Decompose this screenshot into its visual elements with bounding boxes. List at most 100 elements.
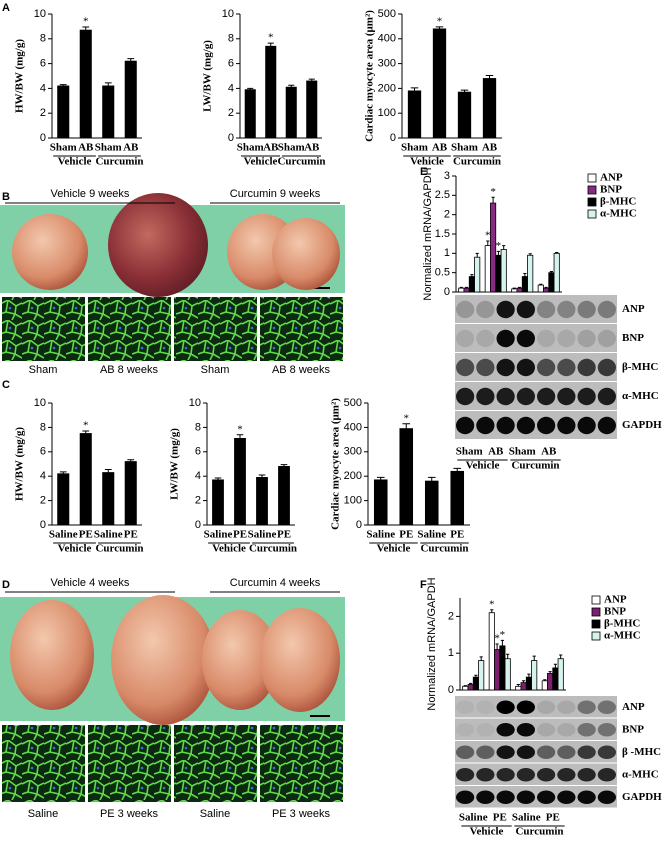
blot-band (557, 723, 576, 737)
x-tick-label: AB (482, 142, 498, 154)
blot-row (455, 295, 617, 323)
error-bar (486, 240, 490, 246)
error-bar (104, 82, 112, 86)
blot-band (557, 768, 576, 782)
bar (494, 649, 501, 691)
error-bar (474, 674, 478, 678)
blot-band (516, 790, 535, 804)
y-tick-label: 0 (356, 519, 362, 531)
photo-header: Vehicle 9 weeks (51, 188, 130, 200)
blot-band (476, 790, 495, 804)
error-bar (459, 286, 463, 289)
micrograph (260, 725, 343, 802)
x-tick-label: PE (277, 529, 291, 541)
bar (124, 60, 137, 139)
error-bar (460, 89, 469, 93)
error-bar (539, 283, 543, 286)
heart-image (272, 218, 340, 290)
blot-band (577, 387, 596, 406)
blot-band (577, 745, 596, 759)
blot-band (456, 300, 475, 319)
bar (79, 433, 92, 526)
error-bar (502, 245, 506, 250)
y-tick-label: 2 (228, 107, 234, 119)
blot-band (597, 329, 616, 348)
legend-label: α-MHC (600, 208, 637, 220)
legend-swatch (591, 631, 601, 641)
x-tick-label: PE (493, 812, 507, 824)
blot-band (557, 700, 576, 714)
group-label: Curcumin (95, 543, 143, 555)
error-bar (267, 42, 274, 47)
y-tick-label: 6 (40, 446, 46, 458)
bar (457, 91, 472, 139)
y-tick-label: 8 (195, 421, 201, 433)
x-tick-label: Saline (459, 812, 488, 824)
y-tick-label: 0 (448, 684, 454, 696)
panel-letter: C (2, 379, 10, 391)
y-tick-label: 500 (344, 397, 362, 409)
blot-band (537, 387, 556, 406)
bar (468, 276, 475, 293)
group-label: Vehicle (58, 543, 92, 555)
blot-band (496, 790, 515, 804)
error-bar (490, 609, 494, 613)
blot-band (496, 300, 515, 319)
x-tick-label: AB (263, 142, 279, 154)
scale-bar (310, 715, 330, 717)
x-tick-label: Sham (456, 446, 483, 458)
x-tick-label: Saline (204, 529, 233, 541)
blot-band (597, 416, 616, 435)
y-tick-label: 0 (390, 132, 396, 144)
blot-row (455, 763, 617, 785)
x-tick-label: PE (79, 529, 93, 541)
micrograph (88, 725, 171, 802)
x-tick-label: Sham (278, 142, 305, 154)
legend-label: BNP (600, 184, 622, 196)
error-bar (496, 250, 500, 256)
blot-band (516, 329, 535, 348)
blot-band (557, 416, 576, 435)
error-bar (553, 663, 557, 668)
error-bar (258, 474, 266, 478)
bar (474, 256, 481, 293)
micrograph (174, 297, 257, 361)
bar (553, 252, 560, 293)
bar (450, 470, 465, 526)
y-tick-label: 200 (378, 82, 396, 94)
group-label: Vehicle (410, 156, 444, 168)
bar (467, 684, 474, 691)
bar (478, 660, 485, 691)
blot-band (597, 700, 616, 714)
bar (495, 254, 502, 293)
group-label: Curcumin (249, 543, 297, 555)
significance-mark: * (489, 598, 495, 610)
error-bar (453, 467, 462, 472)
blot-band (456, 723, 475, 737)
y-tick-label: 100 (344, 495, 362, 507)
heart-image (111, 595, 215, 725)
blot-label: α-MHC (622, 390, 659, 402)
bar (57, 85, 70, 139)
error-bar (518, 286, 522, 289)
blot-band (537, 358, 556, 377)
bar (463, 287, 470, 293)
legend-swatch (587, 209, 597, 219)
significance-mark: * (83, 420, 89, 432)
y-tick-label: 3 (444, 170, 450, 182)
photo-header: Curcumin 9 weeks (230, 188, 321, 200)
significance-mark: * (496, 240, 502, 252)
blot-band (577, 300, 596, 319)
group-label: Curcumin (511, 460, 559, 472)
blot-label: α-MHC (622, 768, 659, 780)
panel-letter: A (2, 2, 10, 14)
blot-band (577, 790, 596, 804)
y-axis-label: LW/BW (mg/g) (169, 428, 181, 500)
y-tick-label: 10 (189, 397, 201, 409)
bar (399, 428, 414, 526)
y-tick-label: 4 (40, 470, 46, 482)
blot-row (455, 741, 617, 763)
micrograph-caption: Saline (28, 808, 59, 820)
legend-label: β-MHC (604, 618, 640, 630)
bar (531, 660, 538, 691)
